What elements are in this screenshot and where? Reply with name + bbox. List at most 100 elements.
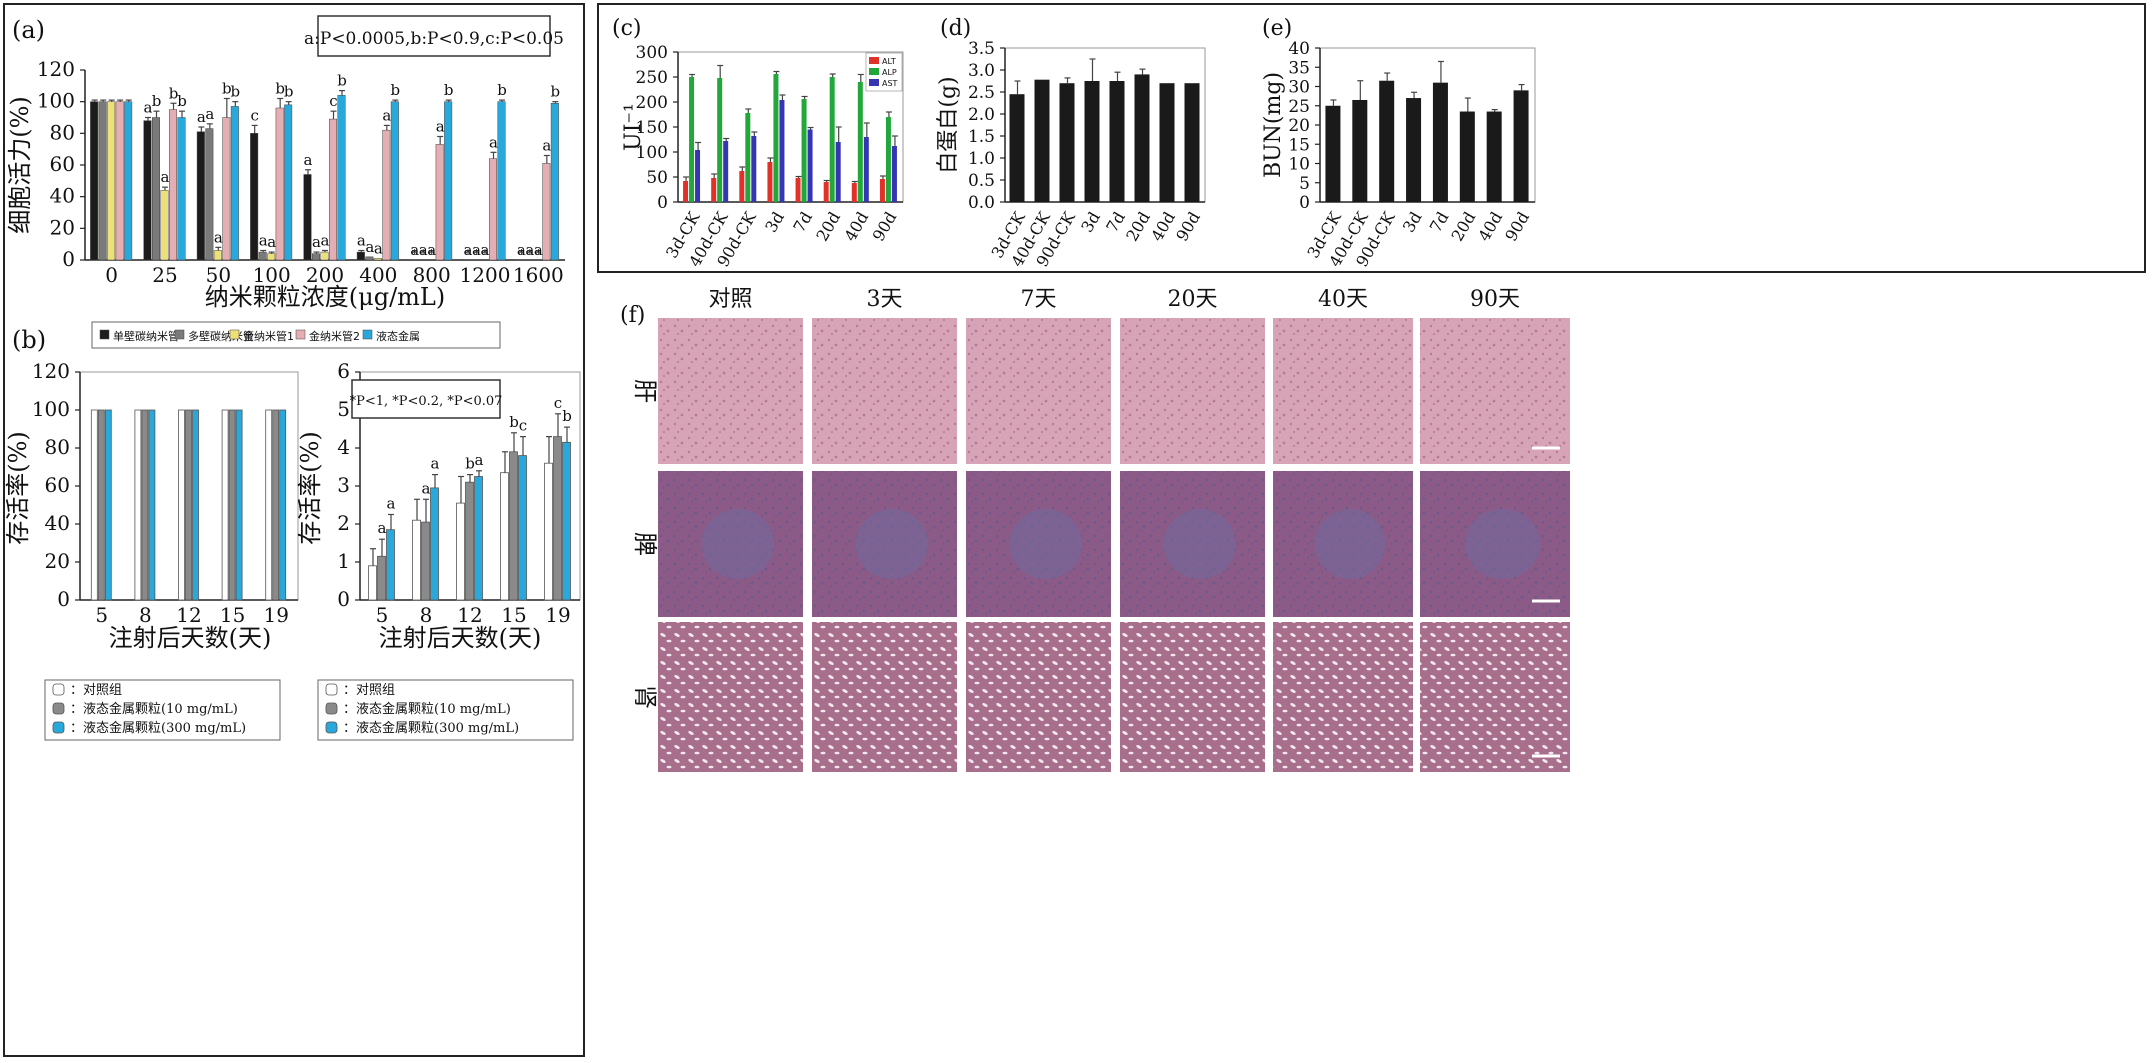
panel-e-ytick-label: 10 [1288, 155, 1310, 175]
panel-c-ylabel: UI⁻¹ [621, 103, 646, 151]
panel-a-bar [480, 259, 489, 261]
panel-a-bar [124, 101, 133, 261]
panel-f-row-label: 脾 [631, 532, 659, 556]
panel-a-bar [382, 129, 391, 261]
panel-c-ytick-label: 0 [657, 193, 668, 213]
panel-d-ytick-label: 0.0 [968, 193, 995, 213]
panel-b-right-sig-letter: b [562, 407, 572, 425]
panel-d-bar [1184, 83, 1200, 202]
panel-a-zero-marker: * [429, 247, 435, 261]
panel-e-bar [1406, 98, 1422, 202]
panel-a-bar [230, 106, 239, 261]
panel-a-ytick-label: 40 [50, 184, 75, 208]
panel-a-zero-marker: * [482, 247, 488, 261]
panel-a-sig-letter: b [222, 80, 232, 98]
panel-a-sig-letter: a [427, 241, 436, 259]
panel-e-ylabel: BUN(mg) [1261, 72, 1286, 178]
panel-a-sig-letter: c [329, 92, 337, 110]
panel-a-bar [533, 259, 542, 261]
panel-a-bar [427, 259, 436, 261]
panel-e-letter: (e) [1262, 16, 1292, 41]
panel-b-left-xlabel: 注射后天数(天) [109, 624, 272, 652]
panel-b-left-xtick-label: 12 [176, 603, 201, 627]
panel-b-pvalue-box [351, 379, 501, 419]
panel-b-left-ytick-label: 20 [45, 549, 70, 573]
panel-a-bar [90, 101, 99, 261]
panel-b-left-bar [192, 409, 199, 601]
panel-a-bar [115, 101, 124, 261]
panel-b-right-xtick-label: 5 [376, 603, 389, 627]
panel-b-legend-swatch [52, 721, 65, 734]
panel-a-ytick-label: 100 [37, 89, 75, 113]
panel-a-sig-letter: b [169, 84, 179, 102]
panel-a-bar [267, 253, 276, 261]
panel-a-bar [222, 117, 231, 261]
panel-e-bar [1513, 90, 1529, 202]
panel-c-ytick-label: 100 [636, 143, 668, 163]
panel-b-right-bar [430, 487, 439, 601]
left-panel-frame [3, 3, 585, 1057]
panel-a-bar [160, 190, 169, 261]
panel-b-left-xtick-label: 19 [263, 603, 288, 627]
panel-e-ytick-label: 5 [1299, 174, 1310, 194]
panel-a-bar [550, 103, 559, 261]
panel-c-legend-label: AST [882, 79, 898, 88]
panel-a-sig-letter: a [542, 137, 551, 155]
panel-a-bar [390, 101, 399, 261]
panel-b-right-sig-letter: c [519, 417, 527, 435]
panel-c-xtick-label: 40d [841, 209, 873, 245]
panel-a-bar [373, 258, 382, 261]
panel-a-pvalue-text: a:P<0.0005,b:P<0.9,c:P<0.05 [304, 29, 564, 49]
panel-d-ytick-label: 2.5 [968, 83, 995, 103]
panel-c-legend-swatch [869, 68, 879, 75]
panel-b-right-ytick-label: 2 [337, 511, 350, 535]
panel-b-left-bar [141, 409, 149, 601]
panel-b-right-ylabel: 存活率(%) [296, 431, 324, 545]
panel-c-legend-label: ALP [882, 68, 897, 77]
panel-a-sig-letter: b [284, 83, 294, 101]
panel-c-xtick-label: 7d [789, 209, 816, 236]
panel-b-right-sig-letter: a [475, 451, 484, 469]
panel-a-pvalue-box [317, 15, 551, 57]
panel-b-right-bar [456, 502, 465, 601]
spleen-white-pulp [701, 508, 774, 580]
panel-c-bar [885, 117, 891, 202]
panel-a-sig-letter: b [337, 72, 347, 90]
panel-a-sig-letter: a [525, 241, 534, 259]
panel-d-ytick-label: 1.0 [968, 149, 995, 169]
panel-e-ytick-label: 30 [1288, 78, 1310, 98]
panel-a-ytick-label: 0 [62, 247, 75, 271]
panel-a-bar [463, 259, 472, 261]
panel-c-xtick-label: 90d [869, 209, 901, 245]
panel-a-sig-letter: b [275, 80, 285, 98]
panel-a-legend-swatch [99, 329, 110, 340]
panel-a-axes: 0 20 40 60 80 100 120 [37, 57, 565, 271]
panel-b-left-bar [221, 409, 229, 601]
panel-d-xtick-label: 3d [1077, 209, 1104, 236]
panel-a-zero-marker: * [465, 247, 471, 261]
panel-a-zero-marker: * [535, 247, 541, 261]
panel-d-bar [1109, 81, 1125, 202]
histology-image [966, 622, 1111, 772]
panel-a-bar [542, 163, 551, 261]
panel-a-sig-letter: b [177, 92, 187, 110]
panel-a-xtick-label: 1600 [513, 263, 564, 287]
panel-b-left-bar [272, 409, 280, 601]
panel-a-xtick-label: 800 [413, 263, 451, 287]
panel-d-xtick-label: 90d [1172, 209, 1204, 245]
panel-b-legend-label: ：液态金属颗粒(10 mg/mL) [70, 701, 238, 717]
panel-a-sig-letter: b [551, 83, 561, 101]
panel-a-ylabel: 细胞活力(%) [6, 96, 34, 234]
panel-a-xtick-label: 400 [359, 263, 397, 287]
panel-c-xtick-label: 20d [812, 209, 844, 245]
panel-a-legend-swatch [295, 329, 306, 340]
panel-e-xtick-label: 40d [1474, 209, 1506, 245]
panel-c-bar [807, 129, 813, 202]
panel-c-bar [711, 178, 717, 202]
panel-e-bar [1352, 99, 1368, 202]
panel-d-ytick-label: 3.0 [968, 61, 995, 81]
panel-c-bar [851, 183, 857, 202]
histology-image [658, 318, 803, 464]
panel-e-bar [1379, 80, 1395, 202]
panel-a-bar [275, 107, 284, 261]
